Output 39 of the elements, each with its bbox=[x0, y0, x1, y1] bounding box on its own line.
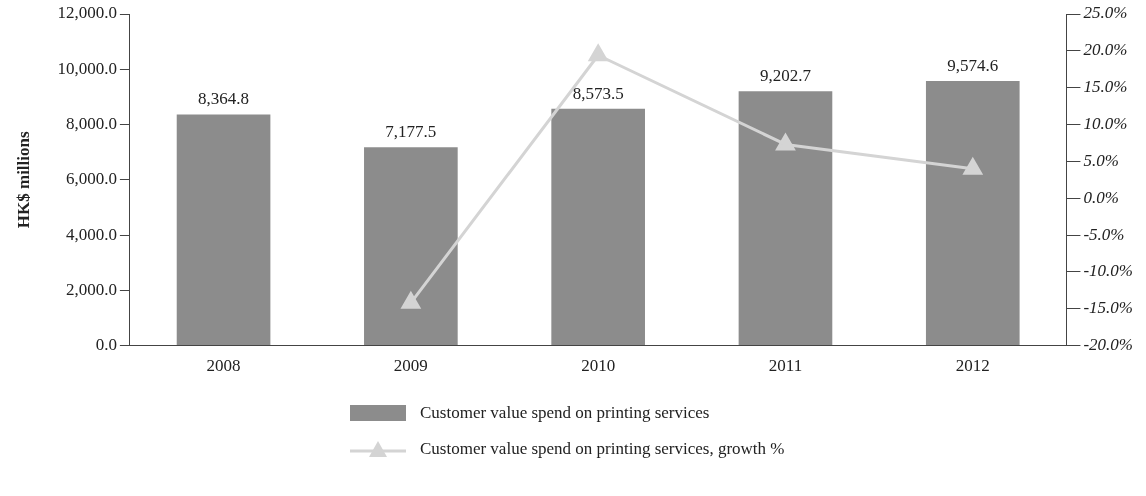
y2-tick-label: 5.0% bbox=[1083, 150, 1119, 170]
bar bbox=[176, 114, 271, 346]
y-tick-label: 6,000.0 bbox=[65, 169, 117, 189]
point bbox=[776, 133, 795, 151]
legend-label: Customer value spend on printing services bbox=[420, 403, 710, 423]
legend-label: Customer value spend on printing services, growth % bbox=[420, 439, 785, 459]
y-tick-label: 12,000.0 bbox=[57, 3, 117, 23]
bar bbox=[738, 91, 833, 346]
y-tick-label: 2,000.0 bbox=[65, 279, 117, 299]
y2-tick-label: 10.0% bbox=[1083, 114, 1128, 133]
y2-tick-label: -10.0% bbox=[1083, 261, 1134, 281]
y-axis-title: HK$ millions bbox=[13, 131, 33, 229]
bar bbox=[364, 147, 458, 346]
y2-tick-label: -15.0% bbox=[1083, 298, 1134, 318]
bar bbox=[551, 108, 645, 346]
x-tick-label: 2008 bbox=[206, 356, 241, 376]
x-tick-label: 2012 bbox=[955, 356, 990, 376]
y2-tick-label: -5.0% bbox=[1083, 224, 1125, 244]
data-label: 9,574.6 bbox=[947, 55, 999, 75]
point bbox=[963, 158, 983, 175]
y2-tick-label: 0.0% bbox=[1083, 187, 1119, 207]
y2-tick-label: 25.0% bbox=[1083, 3, 1128, 23]
data-label: 8,364.8 bbox=[198, 89, 250, 109]
y2-tick-label: -20.0% bbox=[1083, 335, 1134, 355]
x-tick-label: 2009 bbox=[393, 356, 428, 376]
y2-tick-label: 15.0% bbox=[1083, 77, 1128, 97]
data-label: 8,573.5 bbox=[572, 83, 624, 103]
y-tick-label: 8,000.0 bbox=[65, 114, 117, 133]
point bbox=[588, 44, 608, 62]
y-tick-label: 4,000.0 bbox=[65, 224, 117, 244]
y2-tick-label: 20.0% bbox=[1083, 40, 1128, 60]
bar bbox=[925, 81, 1020, 346]
y-tick-label: 10,000.0 bbox=[57, 58, 117, 78]
data-label: 9,202.7 bbox=[759, 66, 812, 86]
data-label: 7,177.5 bbox=[385, 122, 437, 142]
point bbox=[401, 292, 421, 309]
y-tick-label: 0.0 bbox=[95, 335, 117, 355]
x-tick-label: 2011 bbox=[768, 356, 803, 376]
x-tick-label: 2010 bbox=[581, 356, 616, 376]
